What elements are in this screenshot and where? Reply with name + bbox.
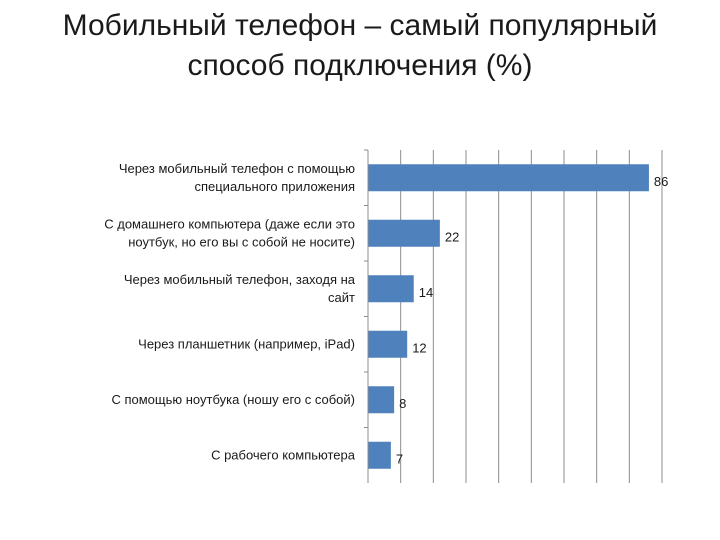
bar-4 bbox=[368, 330, 408, 358]
bars bbox=[364, 149, 649, 469]
category-label-line: С домашнего компьютера (даже если это bbox=[104, 216, 355, 231]
value-label: 12 bbox=[412, 340, 426, 355]
gridlines bbox=[400, 150, 663, 483]
bar-2 bbox=[368, 219, 440, 247]
value-labels: 86 22 14 12 8 7 bbox=[396, 174, 669, 467]
value-label: 22 bbox=[445, 229, 459, 244]
value-label: 14 bbox=[419, 285, 433, 300]
category-label-line: С помощью ноутбука (ношу его с собой) bbox=[111, 392, 355, 407]
category-label: Через планшетник (например, iPad) bbox=[138, 336, 355, 351]
bar-1 bbox=[368, 164, 649, 192]
value-label: 7 bbox=[396, 451, 403, 466]
chart-title: Мобильный телефон – самый популярный спо… bbox=[0, 6, 720, 86]
category-label: Через мобильный телефон, заходя на сайт bbox=[124, 272, 356, 305]
value-label: 8 bbox=[399, 396, 406, 411]
bar-3 bbox=[368, 275, 414, 303]
chart-title-line-1: Мобильный телефон – самый популярный bbox=[62, 9, 658, 42]
category-label-line: ноутбук, но его вы с собой не носите) bbox=[128, 234, 355, 249]
chart-title-line-2: способ подключения (%) bbox=[187, 49, 533, 82]
category-label-line: специального приложения bbox=[194, 179, 355, 194]
category-label: Через мобильный телефон с помощью специал… bbox=[119, 161, 355, 194]
category-label: С помощью ноутбука (ношу его с собой) bbox=[111, 392, 355, 407]
bar-6 bbox=[368, 441, 391, 469]
category-label: С рабочего компьютера bbox=[211, 447, 356, 462]
value-label: 86 bbox=[654, 174, 668, 189]
bar-5 bbox=[368, 386, 395, 414]
category-labels: Через мобильный телефон с помощью специал… bbox=[104, 161, 356, 463]
category-label-line: Через мобильный телефон с помощью bbox=[119, 161, 355, 176]
category-label: С домашнего компьютера (даже если это ноу… bbox=[104, 216, 355, 249]
category-label-line: С рабочего компьютера bbox=[211, 447, 356, 462]
category-label-line: сайт bbox=[328, 290, 355, 305]
category-label-line: Через мобильный телефон, заходя на bbox=[124, 272, 356, 287]
category-label-line: Через планшетник (например, iPad) bbox=[138, 336, 355, 351]
